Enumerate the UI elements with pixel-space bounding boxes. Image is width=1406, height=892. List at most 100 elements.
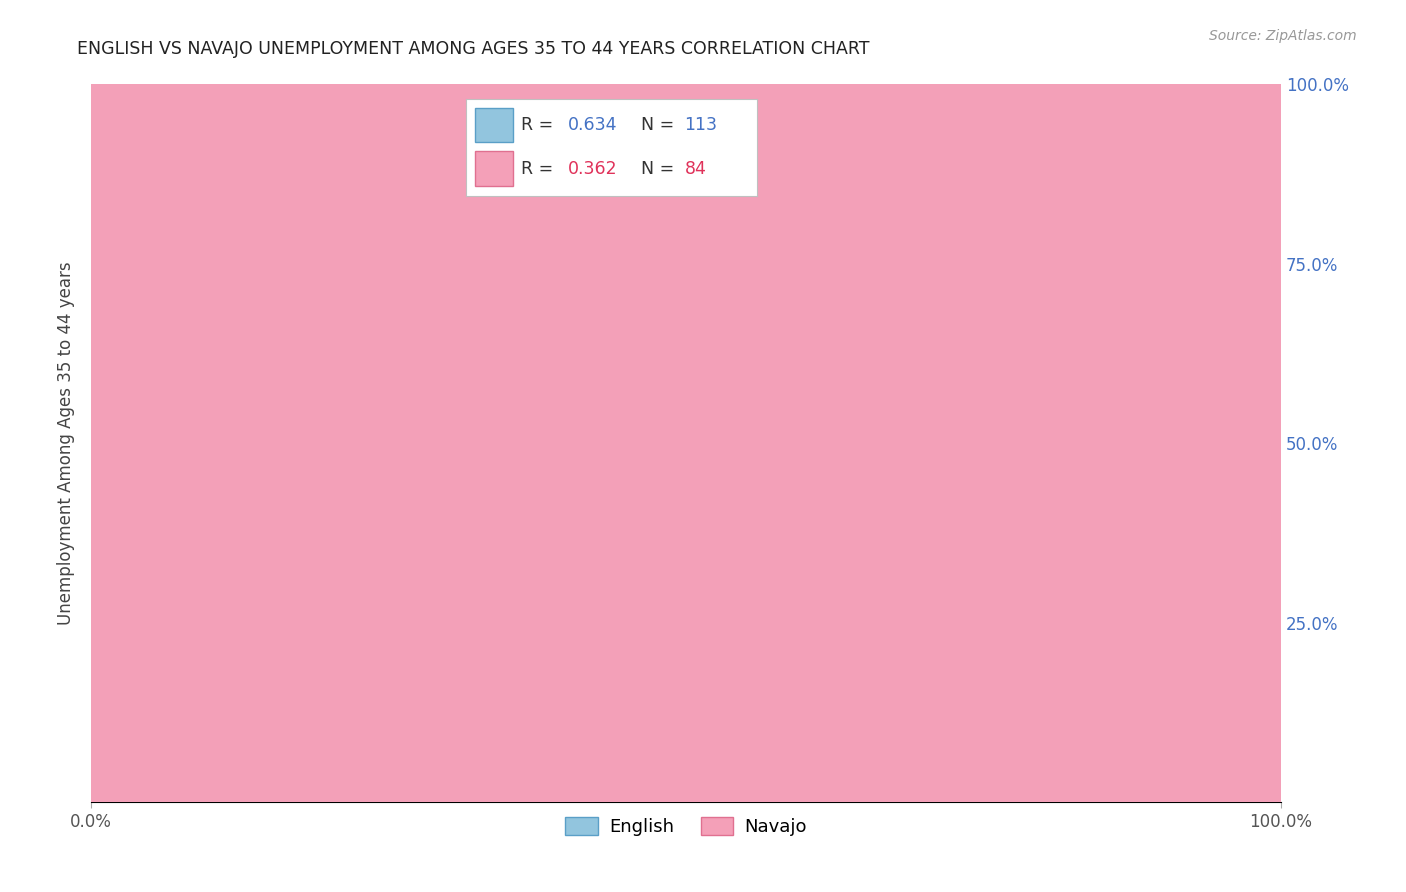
Point bbox=[94, 772, 117, 786]
Point bbox=[770, 730, 793, 744]
Y-axis label: Unemployment Among Ages 35 to 44 years: Unemployment Among Ages 35 to 44 years bbox=[58, 261, 75, 625]
Point bbox=[1251, 512, 1274, 526]
Point bbox=[80, 776, 103, 790]
Point bbox=[789, 622, 811, 636]
Point bbox=[291, 735, 314, 749]
Point bbox=[1168, 620, 1191, 634]
Point bbox=[1220, 648, 1243, 663]
Point bbox=[83, 783, 105, 797]
Point bbox=[200, 776, 222, 790]
Point bbox=[104, 633, 127, 648]
Point bbox=[84, 775, 107, 789]
Point bbox=[903, 625, 925, 640]
Point bbox=[82, 780, 104, 795]
Point bbox=[82, 795, 104, 809]
Point bbox=[866, 646, 889, 660]
Point bbox=[83, 780, 105, 794]
Point bbox=[1270, 78, 1292, 92]
Point bbox=[131, 741, 153, 756]
Point bbox=[124, 775, 146, 789]
Point bbox=[83, 788, 105, 802]
Point bbox=[83, 786, 105, 800]
Point bbox=[671, 592, 693, 607]
Point bbox=[1181, 620, 1204, 634]
Point bbox=[1136, 689, 1159, 703]
Point bbox=[100, 770, 122, 784]
Point bbox=[710, 523, 733, 537]
Point bbox=[222, 486, 245, 500]
Point bbox=[955, 558, 977, 572]
Point bbox=[350, 689, 373, 703]
Point bbox=[522, 669, 544, 683]
Point bbox=[93, 769, 115, 783]
Point bbox=[97, 549, 120, 563]
Point bbox=[150, 780, 173, 795]
Point bbox=[1212, 697, 1234, 711]
Text: atlas: atlas bbox=[686, 391, 948, 496]
Point bbox=[83, 793, 105, 807]
Point bbox=[550, 579, 572, 593]
Point bbox=[411, 608, 433, 623]
Point bbox=[82, 785, 104, 799]
Point bbox=[82, 786, 104, 800]
Point bbox=[122, 764, 145, 778]
Point bbox=[406, 667, 429, 681]
Point bbox=[83, 789, 105, 804]
Point bbox=[114, 771, 136, 785]
Point bbox=[616, 591, 638, 606]
Point bbox=[86, 773, 108, 788]
Point bbox=[574, 703, 596, 717]
Point bbox=[825, 607, 848, 621]
Text: ZIP: ZIP bbox=[488, 391, 686, 496]
Point bbox=[197, 758, 219, 772]
Point bbox=[138, 755, 160, 769]
Point bbox=[98, 778, 121, 792]
Point bbox=[97, 770, 120, 784]
Point bbox=[83, 791, 105, 805]
Point bbox=[80, 784, 103, 798]
Text: ENGLISH VS NAVAJO UNEMPLOYMENT AMONG AGES 35 TO 44 YEARS CORRELATION CHART: ENGLISH VS NAVAJO UNEMPLOYMENT AMONG AGE… bbox=[77, 40, 870, 58]
Point bbox=[980, 561, 1002, 575]
Point bbox=[728, 627, 751, 641]
Point bbox=[127, 703, 149, 717]
Point bbox=[84, 712, 107, 726]
Point bbox=[943, 566, 966, 580]
Point bbox=[84, 789, 107, 803]
Point bbox=[433, 704, 456, 718]
Point bbox=[98, 766, 121, 780]
Point bbox=[96, 794, 118, 808]
Text: Source: ZipAtlas.com: Source: ZipAtlas.com bbox=[1209, 29, 1357, 43]
Point bbox=[666, 610, 689, 624]
Point bbox=[831, 594, 853, 608]
Point bbox=[84, 643, 107, 657]
Point bbox=[134, 754, 156, 768]
Point bbox=[91, 776, 114, 790]
Point bbox=[246, 689, 269, 703]
Point bbox=[107, 780, 129, 794]
Point bbox=[124, 624, 146, 638]
Point bbox=[97, 759, 120, 773]
Point bbox=[129, 758, 152, 772]
Point bbox=[82, 793, 104, 807]
Point bbox=[887, 493, 910, 508]
Point bbox=[115, 788, 138, 802]
Point bbox=[91, 768, 114, 782]
Point bbox=[243, 755, 266, 769]
Point bbox=[100, 780, 122, 795]
Point bbox=[83, 789, 105, 804]
Point bbox=[86, 779, 108, 793]
Point bbox=[96, 788, 118, 802]
Point bbox=[98, 789, 121, 803]
Point bbox=[82, 778, 104, 792]
Point bbox=[343, 695, 366, 709]
Point bbox=[662, 235, 685, 250]
Point bbox=[218, 723, 240, 737]
Point bbox=[1243, 551, 1265, 566]
Point bbox=[730, 615, 752, 630]
Point bbox=[441, 648, 464, 662]
Point bbox=[82, 789, 104, 804]
Point bbox=[832, 688, 855, 702]
Point bbox=[87, 620, 110, 634]
Point bbox=[157, 766, 180, 780]
Point bbox=[298, 766, 321, 780]
